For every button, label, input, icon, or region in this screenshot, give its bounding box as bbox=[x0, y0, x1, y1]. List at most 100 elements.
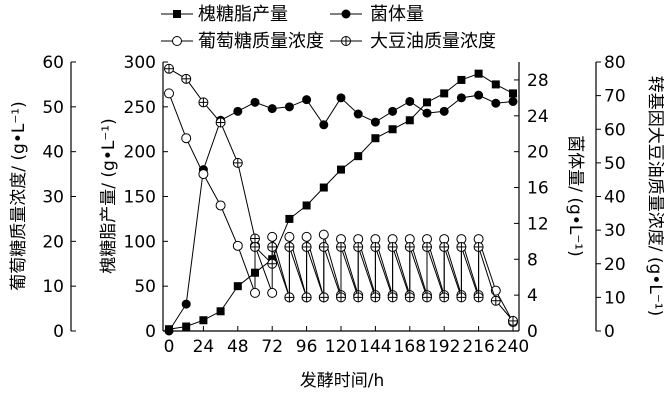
x-tick-label: 240 bbox=[497, 337, 529, 357]
biomass-point bbox=[181, 299, 191, 309]
lipid-point bbox=[509, 89, 517, 98]
oil-point bbox=[318, 241, 329, 252]
x-tick-label: 120 bbox=[325, 337, 357, 357]
biomass-point bbox=[233, 106, 243, 116]
x-tick-label: 24 bbox=[193, 337, 215, 357]
oil-point bbox=[353, 292, 364, 303]
lipid-point bbox=[423, 98, 431, 107]
x-tick-label: 192 bbox=[428, 337, 460, 357]
biomass-series bbox=[164, 90, 518, 336]
oil-point bbox=[422, 292, 432, 303]
glucose-point bbox=[267, 287, 278, 298]
lipid-point bbox=[491, 80, 500, 89]
oil-point bbox=[215, 117, 226, 128]
legend-item-lipid: 槐糖脂产量 bbox=[161, 4, 288, 25]
oil-tick-label: 60 bbox=[604, 120, 626, 140]
legend-label-biomass: 菌体量 bbox=[370, 4, 424, 25]
glucose-point bbox=[198, 169, 209, 180]
oil-point bbox=[232, 157, 243, 168]
oil-point bbox=[456, 292, 467, 303]
legend-item-glucose: 葡萄糖质量浓度 bbox=[161, 31, 324, 52]
biomass-point bbox=[422, 108, 432, 118]
x-tick-label: 72 bbox=[261, 337, 283, 357]
legend-label-oil: 大豆油质量浓度 bbox=[370, 31, 496, 52]
biomass-point bbox=[284, 102, 294, 112]
lipid-point bbox=[388, 125, 397, 134]
oil-series bbox=[164, 63, 518, 326]
legend-label-glucose: 葡萄糖质量浓度 bbox=[198, 31, 324, 52]
oil-point bbox=[164, 63, 174, 74]
lipid-point bbox=[182, 322, 191, 331]
series-layer bbox=[164, 63, 518, 336]
biomass-tick-label: 8 bbox=[527, 250, 538, 270]
lipid-point bbox=[405, 116, 414, 125]
oil-point bbox=[404, 241, 415, 252]
lipid-tick-label: 0 bbox=[145, 322, 156, 342]
lipid-point bbox=[371, 134, 380, 143]
oil-point bbox=[439, 292, 450, 303]
lipid-point bbox=[474, 69, 483, 78]
oil-point bbox=[284, 292, 295, 303]
lipid-point bbox=[457, 75, 466, 84]
biomass-point bbox=[439, 106, 449, 116]
biomass-point bbox=[388, 106, 398, 116]
glucose-point bbox=[301, 231, 312, 242]
oil-point bbox=[422, 241, 432, 252]
oil-line bbox=[168, 68, 514, 322]
oil-point bbox=[387, 292, 398, 303]
biomass-tick-label: 12 bbox=[527, 214, 549, 234]
oil-tick-label: 70 bbox=[604, 87, 626, 107]
legend-item-biomass: 菌体量 bbox=[330, 4, 424, 25]
lipid-point bbox=[302, 201, 311, 210]
lipid-tick-label: 250 bbox=[124, 98, 156, 118]
biomass-point bbox=[353, 109, 363, 119]
lipid-point bbox=[233, 282, 242, 291]
biomass-tick-label: 0 bbox=[527, 322, 538, 342]
oil-point bbox=[473, 292, 484, 303]
lipid-point bbox=[440, 89, 449, 98]
oil-point bbox=[336, 292, 346, 303]
glucose-tick-label: 30 bbox=[42, 188, 64, 208]
biomass-point bbox=[302, 95, 312, 105]
glucose-tick-label: 60 bbox=[42, 53, 64, 73]
oil-point bbox=[387, 241, 398, 252]
biomass-point bbox=[508, 96, 518, 106]
legend-item-oil: 大豆油质量浓度 bbox=[330, 31, 496, 52]
oil-tick-label: 80 bbox=[604, 53, 626, 73]
lipid-tick-label: 100 bbox=[124, 232, 156, 252]
oil-point bbox=[301, 292, 312, 303]
oil-point bbox=[439, 241, 450, 252]
biomass-point bbox=[491, 98, 501, 108]
x-tick-label: 96 bbox=[296, 337, 318, 357]
oil-tick-label: 20 bbox=[604, 255, 626, 275]
glucose-tick-label: 40 bbox=[42, 143, 64, 163]
biomass-point bbox=[456, 93, 466, 103]
tick-layer: 0 24 48 72 96 120 144 168 192 216 2400102030405060… bbox=[42, 53, 625, 357]
biomass-point bbox=[474, 90, 484, 100]
biomass-tick-label: 16 bbox=[527, 179, 549, 199]
x-tick-label: 144 bbox=[359, 337, 391, 357]
oil-point bbox=[456, 241, 467, 252]
oil-point bbox=[473, 241, 484, 252]
glucose-point bbox=[232, 240, 243, 251]
oil-point bbox=[267, 241, 278, 252]
glucose-tick-label: 0 bbox=[53, 322, 64, 342]
glucose-tick-label: 50 bbox=[42, 98, 64, 118]
lipid-tick-label: 150 bbox=[124, 188, 156, 208]
biomass-point bbox=[319, 120, 329, 130]
oil-point bbox=[336, 241, 346, 252]
oil-point bbox=[267, 258, 278, 269]
biomass-point bbox=[336, 93, 346, 103]
x-tick-label: 216 bbox=[462, 337, 494, 357]
biomass-point bbox=[370, 117, 380, 127]
lipid-tick-label: 50 bbox=[134, 277, 156, 297]
lipid-point bbox=[354, 152, 363, 161]
glucose-point bbox=[181, 133, 192, 144]
lipid-tick-label: 200 bbox=[124, 143, 156, 163]
x-tick-label: 48 bbox=[227, 337, 249, 357]
oil-point bbox=[508, 315, 518, 326]
oil-point bbox=[318, 292, 329, 303]
oil-tick-label: 40 bbox=[604, 188, 626, 208]
oil-point bbox=[490, 295, 501, 306]
oil-point bbox=[250, 233, 260, 244]
